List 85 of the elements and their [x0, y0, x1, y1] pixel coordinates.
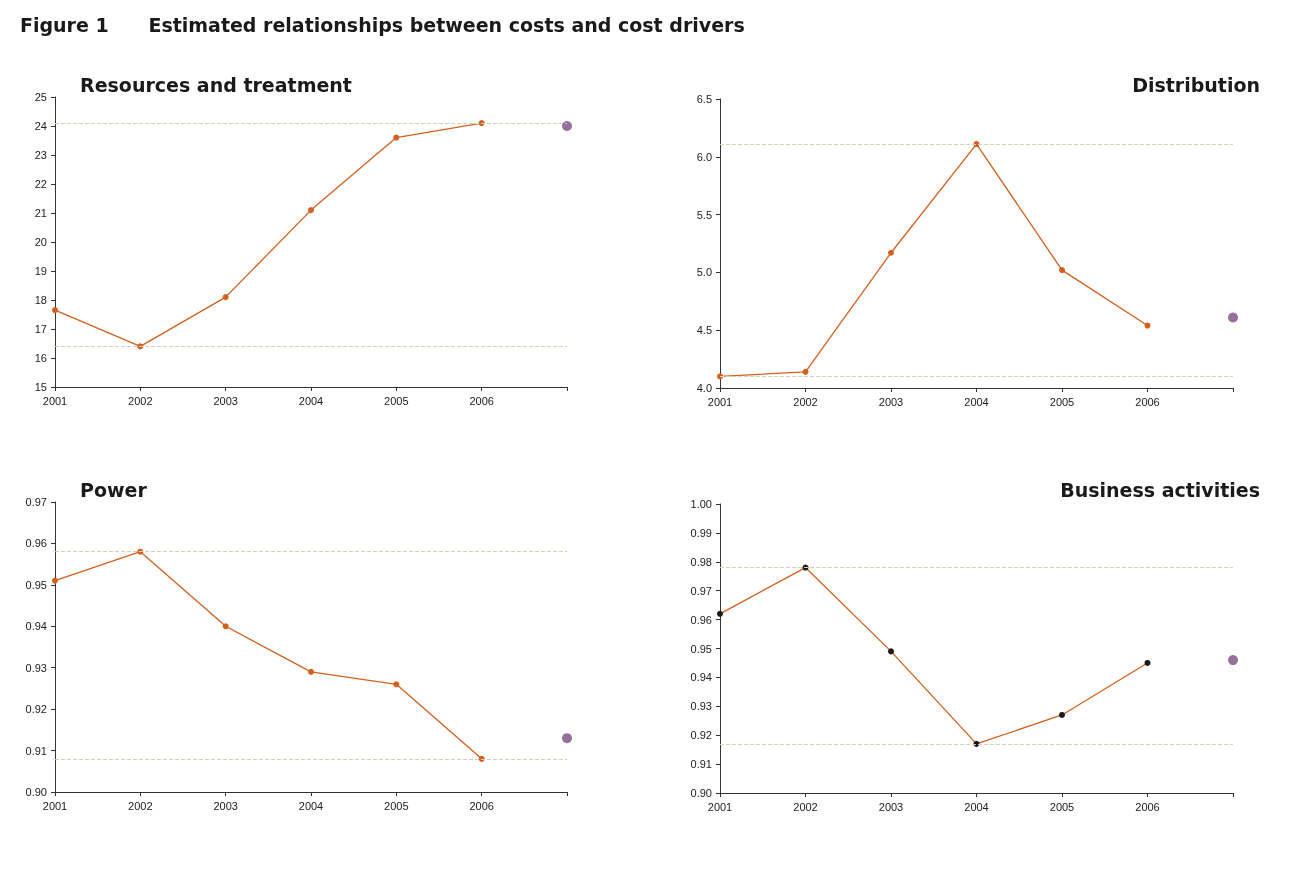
y-tick-label: 6.0 [696, 150, 712, 163]
y-tick-label: 25 [34, 91, 47, 103]
x-tick-label: 2002 [793, 800, 818, 813]
x-tick-label: 2002 [128, 799, 153, 812]
point [308, 668, 314, 675]
x-tick-label: 2003 [878, 800, 904, 813]
chart-title: Business activities [1060, 478, 1260, 501]
chart-title: Resources and treatment [80, 73, 352, 96]
y-tick-label: 0.94 [25, 620, 47, 633]
x-tick-label: 2004 [298, 394, 324, 407]
point [1144, 322, 1151, 329]
x-tick-label: 2001 [707, 395, 733, 408]
y-tick-label: 0.95 [690, 642, 712, 655]
x-tick-label: 2003 [213, 799, 238, 812]
point [393, 681, 400, 688]
x-tick-label: 2006 [469, 394, 494, 407]
y-tick-label: 0.91 [690, 758, 712, 771]
chart-title: Power [80, 478, 148, 501]
point [888, 249, 894, 256]
y-tick-label: 0.96 [25, 537, 47, 550]
y-tick-label: 16 [34, 352, 47, 364]
y-tick-label: 15 [34, 381, 47, 393]
y-tick-label: 0.99 [690, 526, 712, 539]
y-tick-label: 1.00 [690, 498, 712, 510]
point [1228, 655, 1238, 666]
x-tick-label: 2001 [42, 799, 68, 812]
x-tick-label: 2001 [42, 394, 68, 407]
y-tick-label: 19 [34, 265, 47, 277]
y-tick-label: 4.5 [696, 324, 712, 337]
y-tick-label: 20 [34, 236, 47, 248]
y-tick-label: 22 [34, 178, 47, 190]
x-tick-label: 2002 [128, 394, 153, 407]
y-tick-label: 0.94 [690, 671, 712, 684]
y-tick-label: 4.0 [696, 382, 712, 394]
y-tick-label: 5.0 [696, 266, 712, 279]
point [562, 121, 572, 131]
y-tick-label: 0.90 [25, 786, 47, 798]
x-tick-label: 2006 [469, 799, 494, 812]
x-tick-label: 2006 [1135, 800, 1160, 813]
point [717, 610, 723, 617]
point [888, 648, 894, 655]
point [1059, 267, 1065, 274]
text: Figure 1 Estimated relationships between costs and cost drivers [20, 14, 745, 36]
y-tick-label: 21 [34, 207, 47, 219]
y-tick-label: 0.93 [25, 661, 47, 674]
y-tick-label: 24 [34, 120, 47, 132]
point [802, 368, 809, 375]
y-tick-label: 6.5 [696, 93, 712, 105]
y-tick-label: 0.92 [690, 729, 712, 742]
point [1144, 659, 1151, 666]
point [1228, 312, 1238, 323]
point [52, 307, 58, 314]
y-tick-label: 0.95 [25, 578, 47, 591]
y-tick-label: 17 [34, 323, 47, 335]
x-tick-label: 2005 [1049, 800, 1075, 813]
x-tick-label: 2003 [878, 395, 904, 408]
point [393, 134, 400, 141]
y-tick-label: 0.90 [690, 787, 712, 799]
x-tick-label: 2003 [213, 394, 238, 407]
y-tick-label: 0.92 [25, 703, 47, 716]
x-tick-label: 2004 [298, 799, 324, 812]
x-tick-label: 2005 [1049, 395, 1075, 408]
x-tick-label: 2001 [707, 800, 733, 813]
y-tick-label: 18 [34, 294, 47, 306]
point [562, 733, 572, 744]
y-tick-label: 5.5 [696, 208, 712, 221]
point [222, 623, 229, 630]
x-tick-label: 2004 [964, 800, 989, 813]
y-tick-label: 0.96 [690, 613, 712, 626]
chart-title: Distribution [1132, 73, 1261, 96]
x-tick-label: 2004 [964, 395, 989, 408]
y-tick-label: 0.97 [25, 496, 47, 508]
y-tick-label: 0.93 [690, 700, 712, 713]
x-tick-label: 2002 [793, 395, 818, 408]
y-tick-label: 0.91 [25, 744, 47, 757]
x-tick-label: 2006 [1135, 395, 1160, 408]
point [1059, 711, 1065, 718]
x-tick-label: 2005 [384, 799, 409, 812]
point [222, 294, 229, 301]
y-tick-label: 23 [34, 149, 47, 161]
point [308, 207, 314, 214]
y-tick-label: 0.98 [690, 555, 712, 568]
y-tick-label: 0.97 [690, 584, 712, 597]
point [52, 577, 58, 584]
x-tick-label: 2005 [384, 394, 409, 407]
